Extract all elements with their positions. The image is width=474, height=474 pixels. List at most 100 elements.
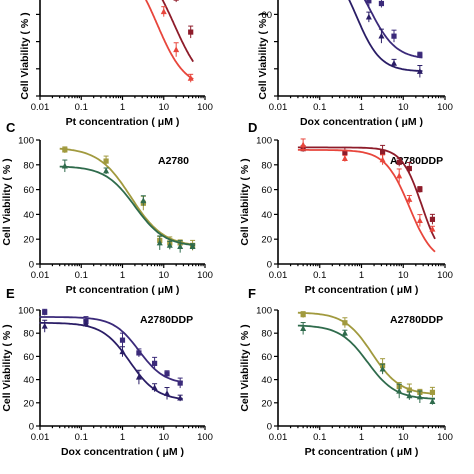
data-point [42,309,48,315]
panel-c: 0.01 0.1 1 10 100 0 20 40 60 80 100 Pt concentratio… [1,120,213,296]
fit-curve [297,311,436,395]
x-tick-label: 100 [437,102,453,113]
series-1 [297,144,436,240]
y-axis-label: Cell Viability ( % ) [239,324,251,411]
x-tick-label: 100 [197,432,213,443]
x-tick-label: 0.1 [313,270,326,281]
y-tick-label: 80 [23,329,34,340]
data-point [379,365,386,372]
y-tick-label: 40 [23,210,34,221]
data-point [119,348,126,355]
series-1 [363,0,423,59]
panel-letter: F [248,286,256,301]
x-tick-label: 0.1 [75,102,88,113]
y-tick-label: 100 [18,136,34,147]
data-point [62,147,68,153]
data-point [406,387,412,393]
x-tick-label: 0.01 [31,432,50,443]
data-point [390,59,397,66]
data-point [417,187,423,193]
data-point [365,13,372,20]
x-tick-label: 10 [398,270,409,281]
x-tick-label: 100 [437,270,453,281]
data-point [41,322,48,329]
fit-curve [145,0,194,80]
data-point [189,243,196,250]
data-point [429,398,436,405]
data-point [164,371,170,377]
data-point [342,320,348,326]
y-tick-label: 20 [23,398,34,409]
data-point [406,165,412,172]
data-point [188,29,194,35]
panel-e: 0.01 0.1 1 10 100 0 20 40 60 80 100 Dox concentrati… [1,286,213,458]
series-2 [145,0,194,83]
fit-curve [363,0,423,59]
y-tick-label: 0 [29,260,34,271]
y-tick-label: 80 [261,160,272,171]
y-tick-label: 60 [261,10,272,21]
data-point [300,141,307,148]
y-tick-label: 20 [261,398,272,409]
cell-line-label: A2780DDP [390,314,443,326]
x-tick-label: 0.1 [75,270,88,281]
data-point [135,373,142,380]
y-tick-label: 60 [261,185,272,196]
data-point [119,337,126,343]
data-point [82,320,89,327]
x-tick-label: 1 [120,270,125,281]
series-1 [161,0,194,63]
y-tick-label: 20 [23,235,34,246]
y-tick-label: 0 [267,260,272,271]
y-axis-label: Cell Viability ( % ) [239,158,251,245]
data-point [391,33,397,39]
x-tick-label: 0.1 [313,432,326,443]
data-point [416,393,423,400]
x-tick-label: 100 [437,432,453,443]
data-point [151,360,158,366]
fit-curve [39,316,183,383]
data-point [166,242,173,248]
x-tick-label: 10 [398,432,409,443]
y-tick-label: 20 [261,235,272,246]
x-tick-label: 10 [158,432,169,443]
data-point [342,149,348,155]
y-tick-label: 80 [261,329,272,340]
data-point [177,380,183,386]
panel-b: 0.01 0.1 1 10 100 60 Dox concentration ( μM ) C… [257,0,453,128]
data-point [341,329,348,336]
data-point [429,389,436,395]
series-2 [297,322,436,405]
x-tick-label: 100 [197,102,213,113]
data-point [140,197,147,204]
y-tick-label: 40 [23,375,34,386]
data-point [366,0,372,4]
data-point [173,46,180,53]
data-point [379,156,386,163]
panel-f: 0.01 0.1 1 10 100 0 20 40 60 80 100 Pt concentratio… [239,286,453,458]
data-point [177,394,184,401]
x-axis-label: Dox concentration ( μM ) [61,446,184,458]
series-2 [39,319,184,402]
x-tick-label: 10 [158,270,169,281]
fit-curve [161,0,194,63]
y-tick-label: 0 [29,422,34,433]
y-tick-label: 100 [256,136,272,147]
data-point [429,216,436,222]
data-point [396,387,403,394]
y-tick-label: 80 [23,160,34,171]
x-tick-label: 1 [120,432,125,443]
data-point [164,390,171,396]
fit-curve [297,149,436,253]
data-point [416,217,423,223]
x-axis-label: Dox concentration ( μM ) [300,116,423,128]
data-point [406,196,413,202]
x-tick-label: 100 [197,270,213,281]
panel-letter: C [6,120,16,135]
data-point [300,312,306,318]
x-tick-label: 0.01 [269,102,288,113]
y-tick-label: 40 [261,375,272,386]
y-tick-label: 60 [23,185,34,196]
panel-a: 0.01 0.1 1 10 100 Pt concentration ( μM ) Cell… [19,0,213,128]
x-axis-label: Pt concentration ( μM ) [66,116,180,128]
